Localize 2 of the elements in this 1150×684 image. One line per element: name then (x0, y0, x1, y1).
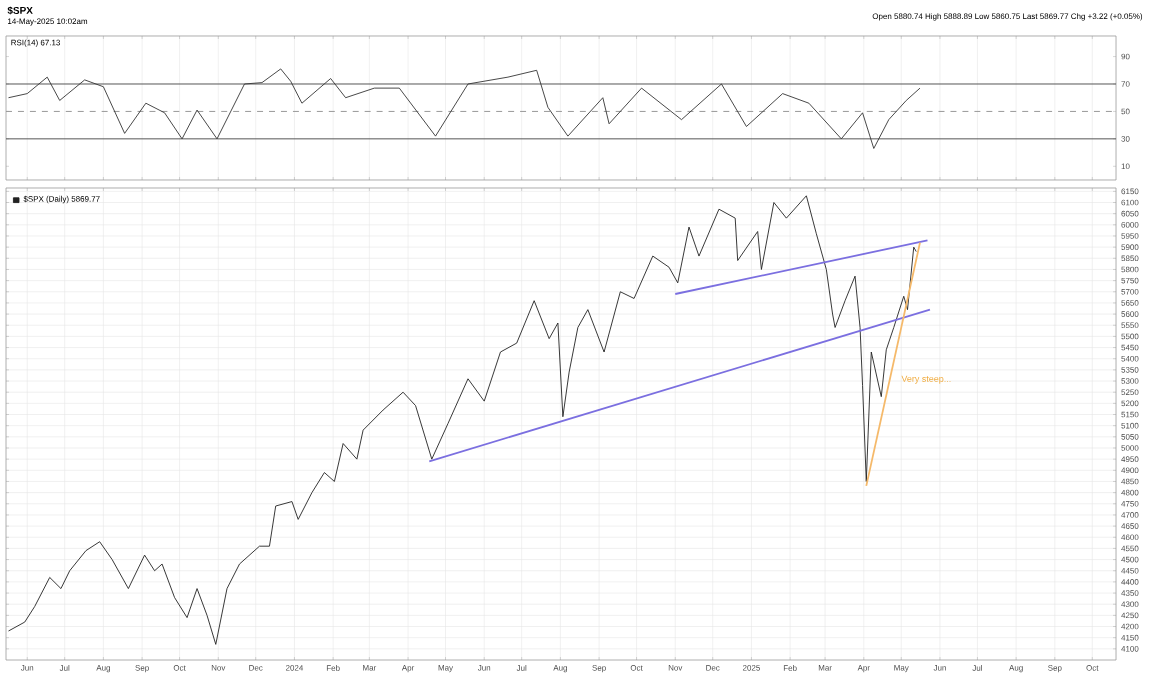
line-series (8, 195, 917, 645)
line-series (8, 68, 921, 149)
